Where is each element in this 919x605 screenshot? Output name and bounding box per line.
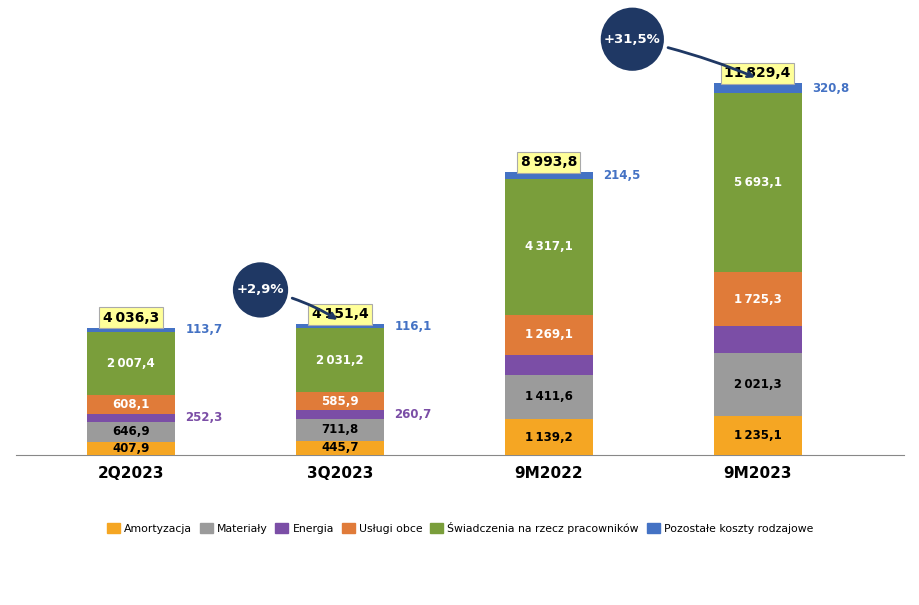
Bar <box>296 328 383 392</box>
Bar <box>505 179 592 315</box>
Text: 1 725,3: 1 725,3 <box>733 293 781 306</box>
Bar <box>505 419 592 455</box>
Text: 445,7: 445,7 <box>321 442 358 454</box>
Bar <box>505 315 592 355</box>
Bar <box>713 353 800 416</box>
Text: 711,8: 711,8 <box>321 424 358 436</box>
Bar <box>296 441 383 455</box>
Text: 11 829,4: 11 829,4 <box>723 66 790 80</box>
Text: 8 993,8: 8 993,8 <box>520 155 576 169</box>
Text: 1 269,1: 1 269,1 <box>524 328 573 341</box>
Bar <box>87 414 175 422</box>
Text: 608,1: 608,1 <box>112 398 150 411</box>
Text: 4 151,4: 4 151,4 <box>312 307 368 321</box>
Bar <box>87 442 175 455</box>
Text: 1 235,1: 1 235,1 <box>733 429 781 442</box>
Text: 407,9: 407,9 <box>112 442 150 455</box>
Bar <box>713 93 800 272</box>
Text: 2 007,4: 2 007,4 <box>107 357 154 370</box>
Text: 1 139,2: 1 139,2 <box>525 431 572 443</box>
Bar <box>87 395 175 414</box>
Bar <box>505 172 592 179</box>
Bar <box>87 328 175 332</box>
Bar <box>713 327 800 353</box>
Bar <box>713 272 800 327</box>
Text: 260,7: 260,7 <box>393 408 431 421</box>
Text: 2 021,3: 2 021,3 <box>733 378 780 391</box>
Text: 1 411,6: 1 411,6 <box>524 390 573 404</box>
Text: 252,3: 252,3 <box>185 411 222 424</box>
Bar <box>87 332 175 395</box>
Bar <box>713 83 800 93</box>
Text: 5 693,1: 5 693,1 <box>732 176 781 189</box>
Text: 646,9: 646,9 <box>112 425 150 439</box>
Bar <box>296 392 383 410</box>
Bar <box>296 324 383 328</box>
Text: 4 317,1: 4 317,1 <box>525 240 572 253</box>
Text: +2,9%: +2,9% <box>236 283 335 318</box>
Legend: Amortyzacja, Materiały, Energia, Usługi obce, Świadczenia na rzecz pracowników, : Amortyzacja, Materiały, Energia, Usługi … <box>102 517 817 538</box>
Text: 116,1: 116,1 <box>393 320 431 333</box>
Text: 4 036,3: 4 036,3 <box>103 311 159 325</box>
Bar <box>296 419 383 441</box>
Text: 2 031,2: 2 031,2 <box>316 353 363 367</box>
Text: 585,9: 585,9 <box>321 394 358 408</box>
Bar <box>505 355 592 374</box>
Text: 214,5: 214,5 <box>603 169 640 182</box>
Text: 320,8: 320,8 <box>811 82 848 95</box>
Text: 833,8: 833,8 <box>738 333 776 346</box>
Bar <box>296 410 383 419</box>
Bar <box>505 374 592 419</box>
Text: +31,5%: +31,5% <box>603 33 752 77</box>
Bar <box>87 422 175 442</box>
Bar <box>713 416 800 455</box>
Text: 642,3: 642,3 <box>529 358 567 371</box>
Text: 113,7: 113,7 <box>185 324 222 336</box>
